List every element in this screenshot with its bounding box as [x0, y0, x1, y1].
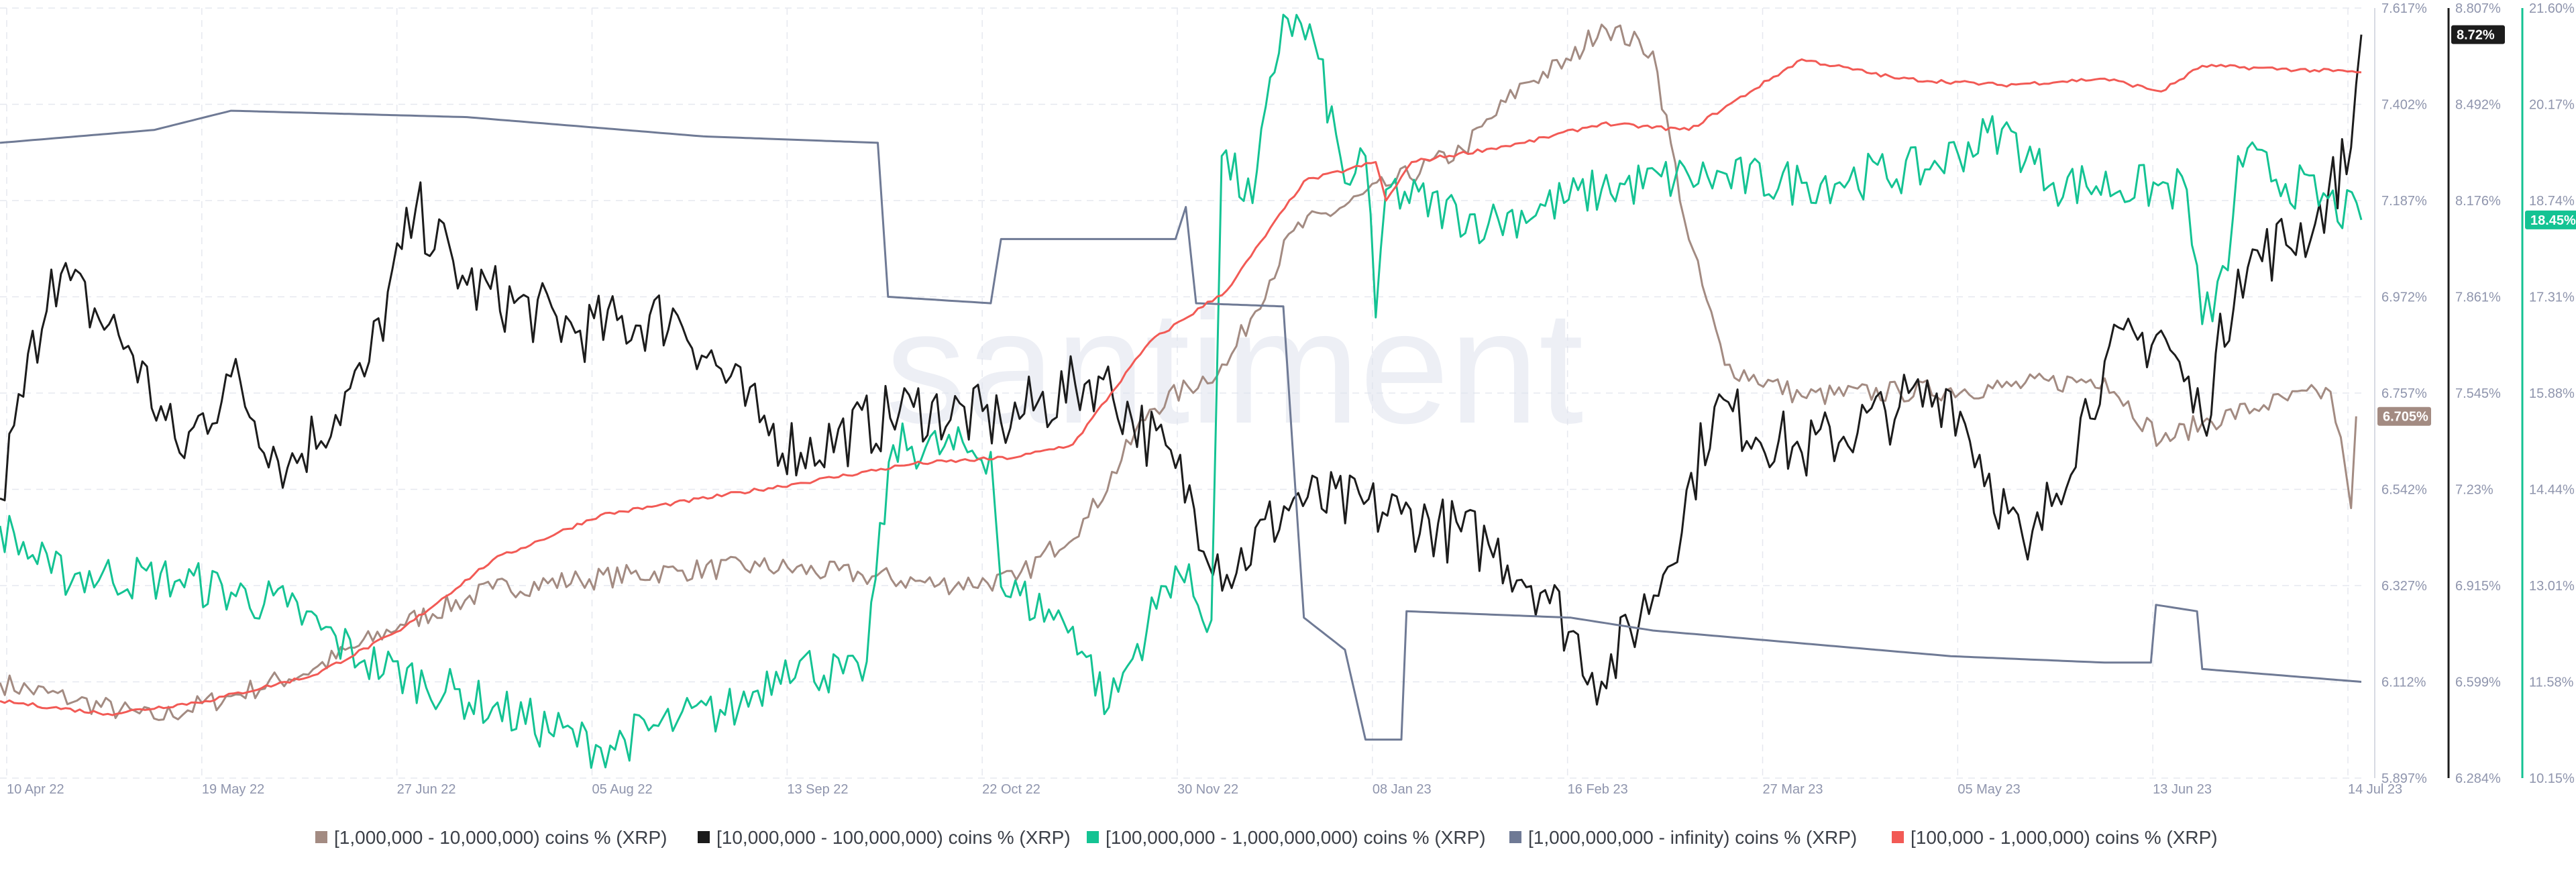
- x-tick-label: 05 May 23: [1957, 782, 2020, 797]
- x-tick-label: 27 Jun 22: [397, 782, 456, 797]
- series-line-3: [0, 109, 2362, 741]
- y-tick-label: 7.861%: [2455, 290, 2501, 305]
- legend-item-0[interactable]: [1,000,000 - 10,000,000) coins % (XRP): [315, 827, 667, 848]
- y-tick-label: 5.897%: [2381, 771, 2427, 786]
- y-tick-label: 8.807%: [2455, 1, 2501, 16]
- value-badge-text: 8.72%: [2457, 28, 2495, 43]
- legend[interactable]: [1,000,000 - 10,000,000) coins % (XRP) [1…: [315, 827, 2218, 848]
- y-tick-label: 14.44%: [2529, 483, 2575, 498]
- x-tick-label: 19 May 22: [202, 782, 264, 797]
- y-tick-label: 10.15%: [2529, 771, 2575, 786]
- x-tick-label: 08 Jan 23: [1373, 782, 1432, 797]
- y-tick-label: 8.492%: [2455, 98, 2501, 113]
- series-lines: [0, 13, 2363, 769]
- y-tick-label: 6.327%: [2381, 579, 2427, 594]
- x-tick-label: 13 Jun 23: [2153, 782, 2212, 797]
- value-badges: 8.72% 18.45% 6.705%: [2377, 25, 2576, 426]
- y-tick-label: 6.284%: [2455, 771, 2501, 786]
- x-tick-label: 13 Sep 22: [787, 782, 848, 797]
- series-line-2: [0, 13, 2363, 769]
- x-tick-label: 27 Mar 23: [1763, 782, 1823, 797]
- legend-item-4[interactable]: [100,000 - 1,000,000) coins % (XRP): [1892, 827, 2218, 848]
- x-tick-label: 30 Nov 22: [1177, 782, 1238, 797]
- y-tick-label: 7.617%: [2381, 1, 2427, 16]
- y-tick-label: 8.176%: [2455, 194, 2501, 209]
- y-tick-label: 7.402%: [2381, 98, 2427, 113]
- value-badge-1: 18.45%: [2525, 210, 2576, 229]
- y-tick-label: 6.542%: [2381, 483, 2427, 498]
- legend-swatch: [1509, 831, 1521, 843]
- y-tick-label: 13.01%: [2529, 579, 2575, 594]
- x-tick-label: 05 Aug 22: [592, 782, 653, 797]
- y-tick-label: 6.972%: [2381, 290, 2427, 305]
- legend-swatch: [1087, 831, 1099, 843]
- x-tick-label: 10 Apr 22: [7, 782, 64, 797]
- series-line-1: [0, 34, 2363, 706]
- legend-swatch: [698, 831, 710, 843]
- y-tick-label: 6.757%: [2381, 386, 2427, 401]
- x-tick-label: 14 Jul 23: [2348, 782, 2402, 797]
- value-badge-2: 6.705%: [2377, 406, 2431, 426]
- y-tick-label: 7.545%: [2455, 386, 2501, 401]
- y-tick-label: 20.17%: [2529, 98, 2575, 113]
- y-tick-label: 6.599%: [2455, 675, 2501, 690]
- axes: 7.617% 7.402% 7.187% 6.972% 6.757% 6.542% 6.32…: [7, 1, 2575, 797]
- legend-label: [100,000 - 1,000,000) coins % (XRP): [1911, 827, 2218, 848]
- legend-item-1[interactable]: [10,000,000 - 100,000,000) coins % (XRP): [698, 827, 1071, 848]
- value-badge-text: 6.705%: [2383, 410, 2428, 425]
- y-tick-label: 18.74%: [2529, 194, 2575, 209]
- series-line-0: [0, 23, 2357, 721]
- y-tick-label: 17.31%: [2529, 290, 2575, 305]
- y-tick-label: 7.23%: [2455, 483, 2493, 498]
- value-badge-text: 18.45%: [2530, 213, 2576, 228]
- legend-label: [10,000,000 - 100,000,000) coins % (XRP): [716, 827, 1071, 848]
- legend-label: [1,000,000 - 10,000,000) coins % (XRP): [334, 827, 667, 848]
- legend-label: [100,000,000 - 1,000,000,000) coins % (X…: [1106, 827, 1486, 848]
- y-tick-label: 15.88%: [2529, 386, 2575, 401]
- x-tick-label: 22 Oct 22: [982, 782, 1040, 797]
- value-badge-0: 8.72%: [2451, 25, 2505, 44]
- y-tick-label: 11.58%: [2529, 675, 2574, 690]
- legend-swatch: [1892, 831, 1904, 843]
- legend-swatch: [315, 831, 327, 843]
- series-line-4: [0, 58, 2362, 716]
- y-tick-label: 6.112%: [2381, 675, 2426, 690]
- legend-item-3[interactable]: [1,000,000,000 - infinity) coins % (XRP): [1509, 827, 1857, 848]
- y-tick-label: 7.187%: [2381, 194, 2427, 209]
- legend-label: [1,000,000,000 - infinity) coins % (XRP): [1528, 827, 1857, 848]
- y-tick-label: 21.60%: [2529, 1, 2575, 16]
- y-tick-label: 6.915%: [2455, 579, 2501, 594]
- legend-item-2[interactable]: [100,000,000 - 1,000,000,000) coins % (X…: [1087, 827, 1486, 848]
- x-tick-label: 16 Feb 23: [1568, 782, 1628, 797]
